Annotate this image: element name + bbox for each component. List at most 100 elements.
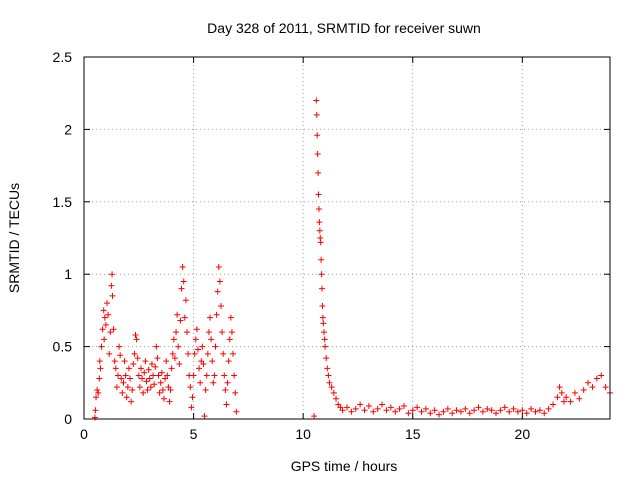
plus-marker <box>109 271 116 278</box>
data-point <box>315 169 322 176</box>
data-point <box>370 408 377 415</box>
plus-marker <box>108 282 115 289</box>
data-point <box>318 256 325 263</box>
data-point <box>166 398 173 405</box>
data-point <box>123 394 130 401</box>
plus-marker <box>528 405 535 412</box>
plus-marker <box>158 369 165 376</box>
plus-marker <box>101 314 108 321</box>
y-tick-label: 2 <box>64 121 72 137</box>
data-point <box>361 407 368 414</box>
plus-marker <box>560 398 567 405</box>
data-point <box>163 358 170 365</box>
data-point <box>193 326 200 333</box>
plus-marker <box>164 372 171 379</box>
data-point <box>136 384 143 391</box>
plus-marker <box>168 365 175 372</box>
data-point <box>324 365 331 372</box>
plus-marker <box>92 407 99 414</box>
data-point <box>314 132 321 139</box>
x-tick-label: 5 <box>190 426 198 442</box>
data-point <box>117 352 124 359</box>
plus-marker <box>319 285 326 292</box>
data-point <box>392 408 399 415</box>
data-point <box>409 407 416 414</box>
plus-marker <box>193 326 200 333</box>
data-point <box>436 411 443 418</box>
plus-marker <box>315 191 322 198</box>
data-point <box>92 407 99 414</box>
data-point <box>205 329 212 336</box>
data-point <box>400 402 407 409</box>
plus-marker <box>314 151 321 158</box>
data-point <box>514 408 521 415</box>
plus-marker <box>589 384 596 391</box>
tick-labels: 0 5 10 15 20 0 0.5 1 1.5 2 2.5 <box>53 49 531 442</box>
data-point <box>211 372 218 379</box>
data-point <box>95 389 102 396</box>
data-point <box>563 394 570 401</box>
plus-marker <box>202 387 209 394</box>
plus-marker <box>99 326 106 333</box>
plus-marker <box>317 239 324 246</box>
plus-marker <box>197 379 204 386</box>
data-point <box>319 303 326 310</box>
plus-marker <box>127 375 134 382</box>
data-point <box>225 358 232 365</box>
data-point <box>567 398 574 405</box>
plus-marker <box>211 372 218 379</box>
plus-marker <box>166 398 173 405</box>
data-point <box>194 346 201 353</box>
data-point <box>319 285 326 292</box>
data-point <box>493 410 500 417</box>
data-point <box>528 405 535 412</box>
data-point <box>130 360 137 367</box>
plus-marker <box>96 358 103 365</box>
data-point <box>119 389 126 396</box>
data-point <box>510 405 517 412</box>
data-point <box>230 350 237 357</box>
plus-marker <box>580 387 587 394</box>
plus-marker <box>194 346 201 353</box>
data-point <box>571 389 578 396</box>
plus-marker <box>422 405 429 412</box>
data-point <box>374 405 381 412</box>
plus-marker <box>326 379 333 386</box>
data-point <box>523 410 530 417</box>
data-point <box>154 355 161 362</box>
data-point <box>167 387 174 394</box>
plus-marker <box>330 389 337 396</box>
plus-marker <box>105 311 112 318</box>
plus-marker <box>100 307 107 314</box>
data-point <box>137 365 144 372</box>
data-point <box>209 358 216 365</box>
plus-marker <box>167 387 174 394</box>
plus-marker <box>171 355 178 362</box>
plus-marker <box>318 256 325 263</box>
data-point <box>140 389 147 396</box>
data-point <box>100 307 107 314</box>
data-point <box>177 317 184 324</box>
data-point <box>344 404 350 411</box>
plus-marker <box>220 350 227 357</box>
plus-marker <box>111 358 118 365</box>
plus-marker <box>200 360 207 367</box>
plus-marker <box>370 408 377 415</box>
plus-marker <box>431 407 438 414</box>
data-point <box>190 372 197 379</box>
plus-marker <box>501 404 508 411</box>
data-point <box>224 379 231 386</box>
data-point <box>311 413 318 420</box>
plus-marker <box>436 411 443 418</box>
data-point <box>210 379 217 386</box>
plus-marker <box>170 336 177 343</box>
data-point <box>170 336 177 343</box>
plus-marker <box>184 329 191 336</box>
data-point <box>96 375 103 382</box>
plus-marker <box>506 408 513 415</box>
data-point <box>204 350 211 357</box>
plus-marker <box>598 372 605 379</box>
data-point <box>151 381 158 388</box>
data-point <box>440 408 447 415</box>
